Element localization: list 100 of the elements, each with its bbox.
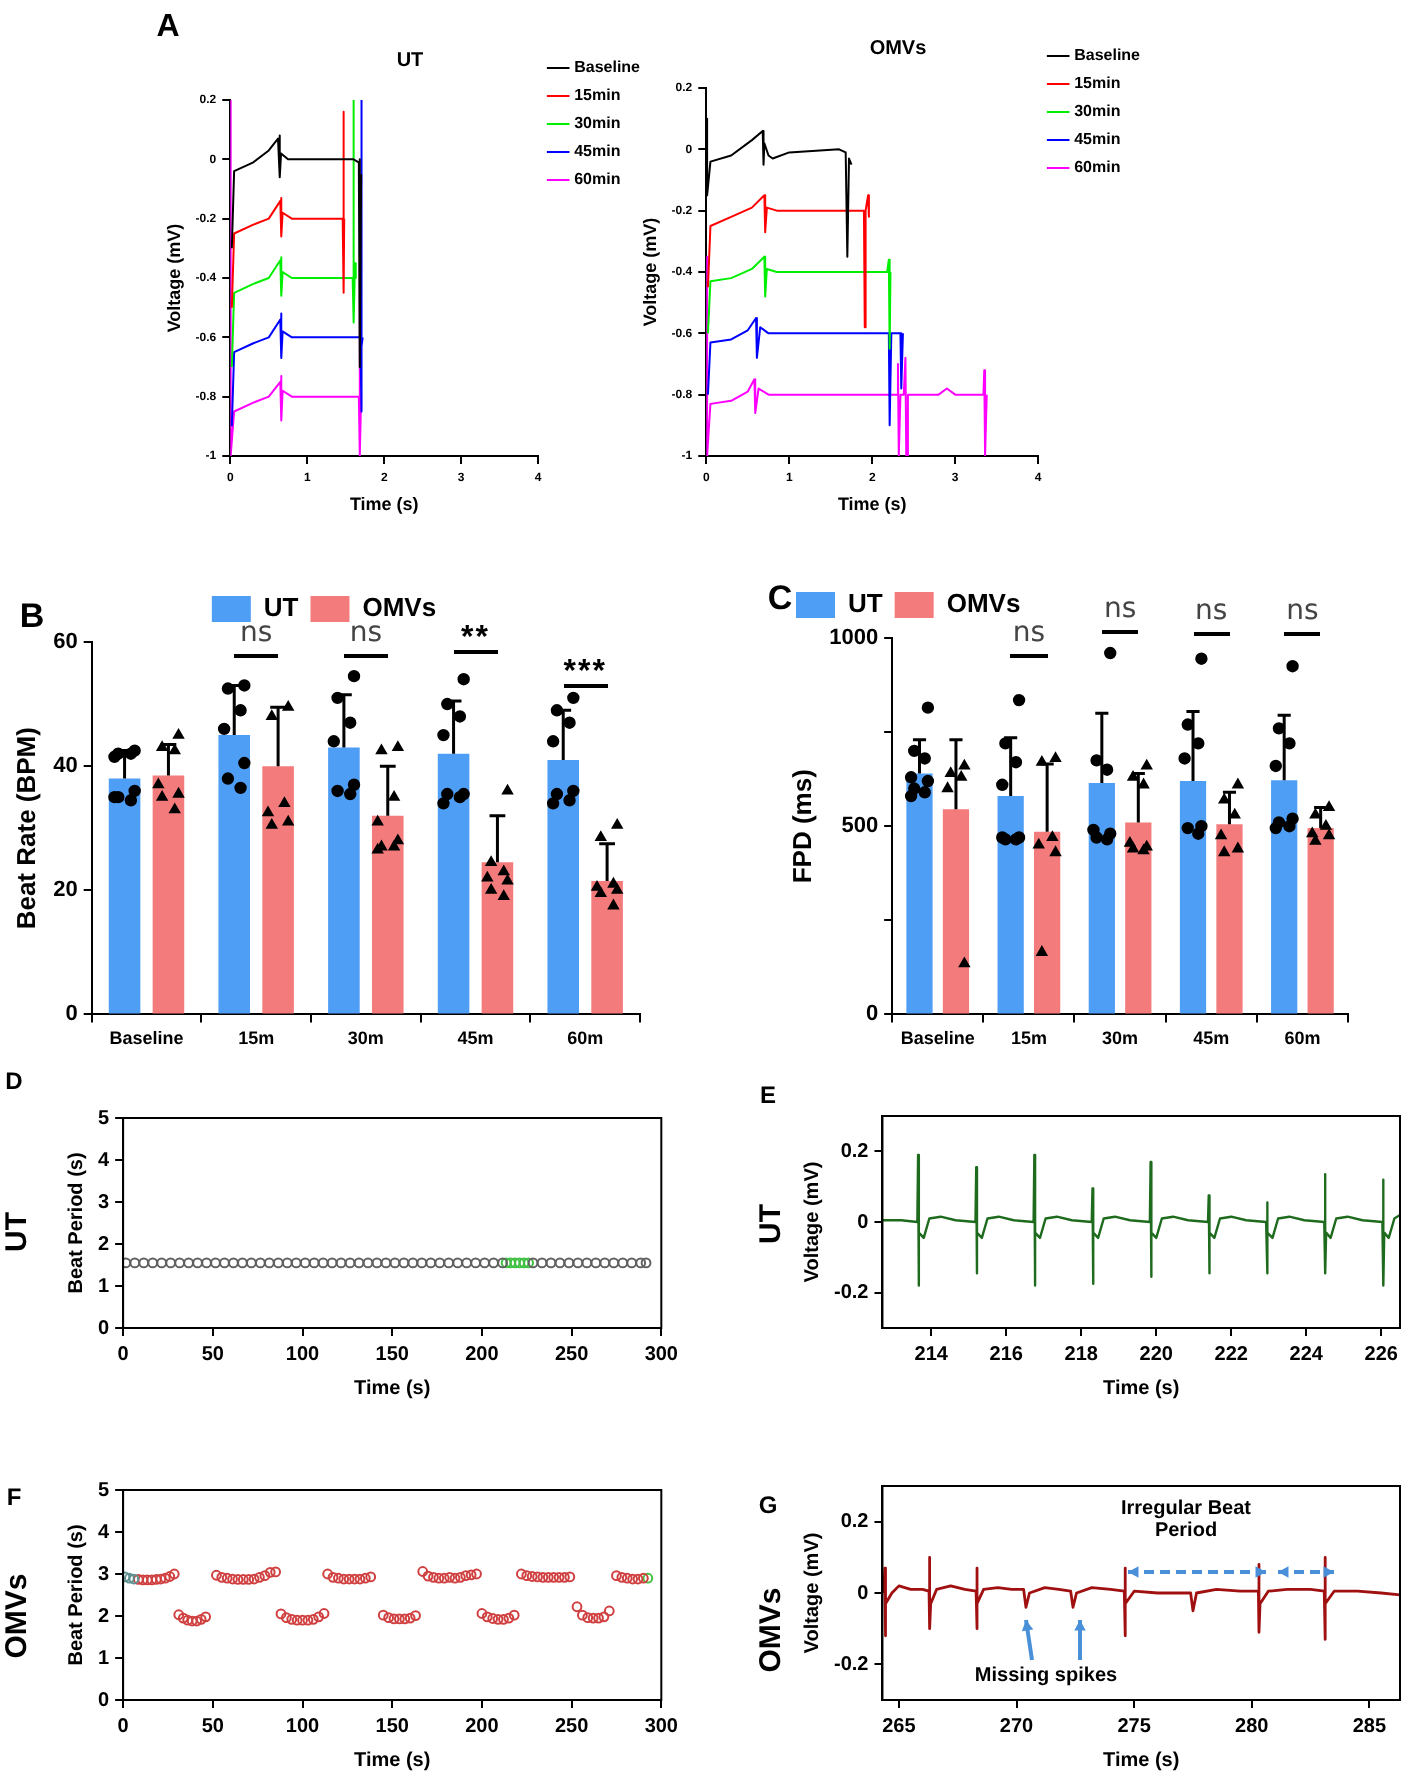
y-axis-title: Voltage (mV)	[163, 223, 184, 333]
x-tick-label: 30m	[347, 1028, 384, 1049]
x-tick-label: 300	[644, 1343, 679, 1366]
text: C	[767, 579, 793, 619]
x-tick-label: 50	[201, 1343, 225, 1366]
x-tick-label: 45m	[457, 1028, 494, 1049]
text: ns	[1103, 593, 1137, 626]
y-axis-title: Beat Period (s)	[65, 1152, 88, 1294]
y-axis-title: Voltage (mV)	[801, 1532, 824, 1654]
annotation: ***	[563, 654, 607, 690]
x-tick-label: 220	[1139, 1343, 1174, 1366]
text: OMVs	[753, 1587, 789, 1673]
x-tick-label: 15m	[238, 1028, 275, 1049]
annotation: **	[461, 620, 490, 656]
y-tick-label: -0.2	[833, 1282, 870, 1305]
legend-label: 15min	[1074, 74, 1121, 93]
x-tick-label: 214	[914, 1343, 949, 1366]
legend-label: OMVs	[946, 588, 1021, 619]
x-tick-label: 0	[117, 1343, 130, 1366]
x-tick-label: 150	[375, 1715, 410, 1738]
x-tick-label: 15m	[1010, 1028, 1047, 1049]
x-axis-title: Time (s)	[837, 494, 907, 515]
text: G	[758, 1490, 778, 1520]
legend-label: 60min	[1074, 158, 1121, 177]
x-tick-label: 150	[375, 1343, 410, 1366]
y-tick-label: -0.2	[833, 1653, 870, 1676]
y-tick-label: 0.2	[840, 1140, 870, 1163]
y-tick-label: 0	[98, 1689, 110, 1712]
y-tick-label: 0	[857, 1211, 870, 1234]
x-tick-label: 30m	[1102, 1028, 1139, 1049]
y-axis-title: Voltage (mV)	[801, 1161, 824, 1283]
legend-label: UT	[848, 588, 883, 619]
x-axis-title: Time (s)	[354, 1377, 431, 1400]
x-tick-label: 60m	[1284, 1028, 1321, 1049]
x-tick-label: Baseline	[900, 1028, 975, 1049]
chart-title: OMVs	[869, 37, 928, 60]
annotation: Missing spikes	[974, 1665, 1118, 1687]
x-tick-label: 226	[1364, 1343, 1399, 1366]
text: E	[759, 1080, 777, 1110]
annotation: Irregular Beat Period	[1118, 1498, 1254, 1542]
x-tick-label: 218	[1064, 1343, 1099, 1366]
y-tick-label: 3	[98, 1191, 110, 1214]
y-tick-label: 4	[98, 1521, 110, 1544]
annotation: ns	[1012, 617, 1046, 650]
text: A	[156, 10, 180, 46]
y-tick-label: 40	[53, 754, 78, 779]
y-tick-label: 0.2	[840, 1511, 870, 1534]
legend-label: 15min	[574, 86, 621, 105]
annotation: ns	[239, 617, 273, 650]
text: ns	[1286, 595, 1319, 628]
x-tick-label: 265	[882, 1715, 917, 1738]
text: OMVs	[0, 1573, 35, 1659]
y-tick-label: 1	[98, 1647, 110, 1670]
legend-label: 45min	[574, 142, 621, 161]
x-tick-label: 224	[1289, 1343, 1324, 1366]
x-tick-label: 300	[644, 1715, 679, 1738]
text: UT	[0, 1212, 35, 1252]
x-axis-title: Time (s)	[354, 1749, 431, 1772]
x-tick-label: 222	[1214, 1343, 1249, 1366]
chart-title: UT	[396, 49, 424, 72]
y-tick-label: 2	[98, 1233, 110, 1256]
text: ns	[1195, 595, 1228, 628]
legend-label: UT	[263, 592, 299, 623]
y-tick-label: 60	[53, 630, 78, 655]
x-tick-label: 45m	[1193, 1028, 1230, 1049]
y-tick-label: 2	[98, 1605, 110, 1628]
y-axis-title: Voltage (mV)	[639, 217, 660, 327]
x-tick-label: 250	[554, 1343, 590, 1366]
x-tick-label: 50	[201, 1715, 225, 1738]
x-tick-label: 216	[989, 1343, 1024, 1366]
x-tick-label: 100	[285, 1715, 321, 1738]
y-tick-label: 500	[841, 814, 879, 839]
y-tick-label: 0	[865, 1002, 879, 1027]
x-tick-label: 275	[1117, 1715, 1152, 1738]
x-tick-label: 250	[554, 1715, 590, 1738]
y-tick-label: 3	[98, 1563, 110, 1586]
legend-label: Baseline	[1074, 46, 1142, 65]
text: F	[6, 1482, 22, 1512]
legend-label: OMVs	[362, 592, 437, 623]
y-tick-label: 0	[98, 1317, 110, 1340]
x-tick-label: 285	[1352, 1715, 1387, 1738]
x-tick-label: 0	[117, 1715, 130, 1738]
y-axis-title: FPD (ms)	[786, 769, 817, 884]
x-axis-title: Time (s)	[349, 494, 419, 515]
y-tick-label: 20	[53, 878, 78, 903]
y-tick-label: 1000	[829, 626, 879, 651]
legend-label: 45min	[1074, 130, 1121, 149]
legend-label: 60min	[574, 170, 621, 189]
text: D	[5, 1066, 23, 1096]
legend-label: 30min	[574, 114, 621, 133]
legend-label: Baseline	[574, 58, 642, 77]
legend-label: 30min	[1074, 102, 1121, 121]
x-tick-label: 60m	[567, 1028, 604, 1049]
y-axis-title: Beat Period (s)	[65, 1524, 88, 1666]
x-tick-label: 200	[465, 1343, 500, 1366]
text: UT	[753, 1204, 789, 1244]
x-tick-label: 100	[285, 1343, 321, 1366]
y-tick-label: 4	[98, 1149, 110, 1172]
x-axis-title: Time (s)	[1103, 1749, 1180, 1772]
x-tick-label: 200	[465, 1715, 500, 1738]
